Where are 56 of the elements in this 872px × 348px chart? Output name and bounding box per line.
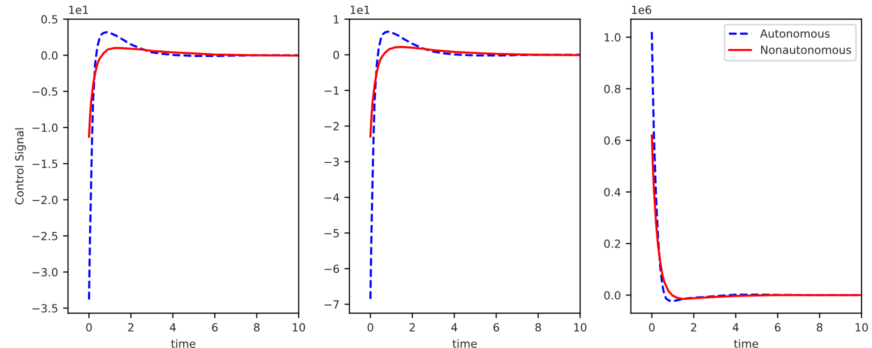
y-tick-label: −0.5 bbox=[32, 87, 58, 96]
line-series bbox=[650, 134, 862, 300]
y-tick-label: −2 bbox=[324, 122, 339, 130]
x-axis-title: time bbox=[734, 339, 758, 348]
legend-label: Autonomous bbox=[760, 29, 830, 38]
x-tick-label: 4 bbox=[732, 323, 739, 332]
legend-label: Nonautonomous bbox=[761, 46, 851, 54]
y-tick-label: −2.0 bbox=[32, 196, 58, 204]
x-tick-label: 10 bbox=[292, 323, 306, 332]
x-axis-title: time bbox=[171, 339, 196, 348]
y-tick-label: −3.0 bbox=[32, 268, 58, 276]
x-tick-label: 0 bbox=[86, 323, 92, 332]
y-tick-label: 0.2 bbox=[604, 240, 620, 248]
y-tick-label: −3 bbox=[324, 158, 339, 166]
y-tick-label: 0 bbox=[333, 50, 339, 60]
x-tick-label: 10 bbox=[856, 323, 868, 332]
x-axis-title: time bbox=[452, 339, 477, 348]
y-tick-label: 0.5 bbox=[41, 15, 58, 24]
y-tick-label: −3.5 bbox=[32, 304, 58, 313]
line-series bbox=[369, 46, 580, 138]
x-tick-label: 10 bbox=[574, 323, 586, 332]
y-tick-label: −1.0 bbox=[32, 123, 58, 132]
y-tick-label: 0.8 bbox=[604, 84, 620, 94]
x-tick-label: 2 bbox=[691, 323, 696, 332]
line-series bbox=[369, 30, 580, 300]
y-tick-label: −1 bbox=[324, 86, 339, 95]
line-series bbox=[88, 46, 299, 138]
y-tick-label: 1.0 bbox=[604, 33, 620, 42]
y-tick-label: 0.6 bbox=[604, 136, 620, 145]
x-tick-label: 8 bbox=[816, 323, 822, 332]
text: 1e1 bbox=[69, 6, 88, 14]
x-tick-label: 4 bbox=[170, 323, 176, 332]
text: 1e1 bbox=[350, 6, 370, 14]
x-tick-label: 6 bbox=[212, 323, 218, 332]
y-tick-label: 0.0 bbox=[41, 51, 58, 60]
x-tick-label: 6 bbox=[493, 323, 500, 332]
y-tick-label: −2.5 bbox=[32, 232, 58, 240]
x-tick-label: 8 bbox=[535, 323, 541, 332]
x-tick-label: 2 bbox=[410, 323, 415, 332]
y-tick-label: 0.4 bbox=[604, 188, 621, 196]
y-tick-label: −7 bbox=[324, 300, 339, 309]
text: 1e6 bbox=[632, 6, 652, 14]
x-tick-label: 4 bbox=[451, 323, 458, 332]
x-tick-label: 0 bbox=[649, 323, 655, 332]
y-tick-label: −4 bbox=[324, 193, 340, 202]
x-tick-label: 2 bbox=[128, 323, 134, 332]
x-tick-label: 0 bbox=[368, 323, 374, 332]
line-series bbox=[88, 31, 299, 301]
x-tick-label: 6 bbox=[774, 323, 780, 332]
y-tick-label: −1.5 bbox=[32, 160, 58, 168]
y-axis-title: Control Signal bbox=[15, 128, 26, 204]
y-tick-label: −5 bbox=[324, 229, 339, 238]
y-tick-label: 0.0 bbox=[604, 291, 620, 300]
x-tick-label: 8 bbox=[254, 323, 260, 332]
y-tick-label: −6 bbox=[324, 264, 340, 274]
y-tick-label: 1 bbox=[334, 15, 339, 24]
